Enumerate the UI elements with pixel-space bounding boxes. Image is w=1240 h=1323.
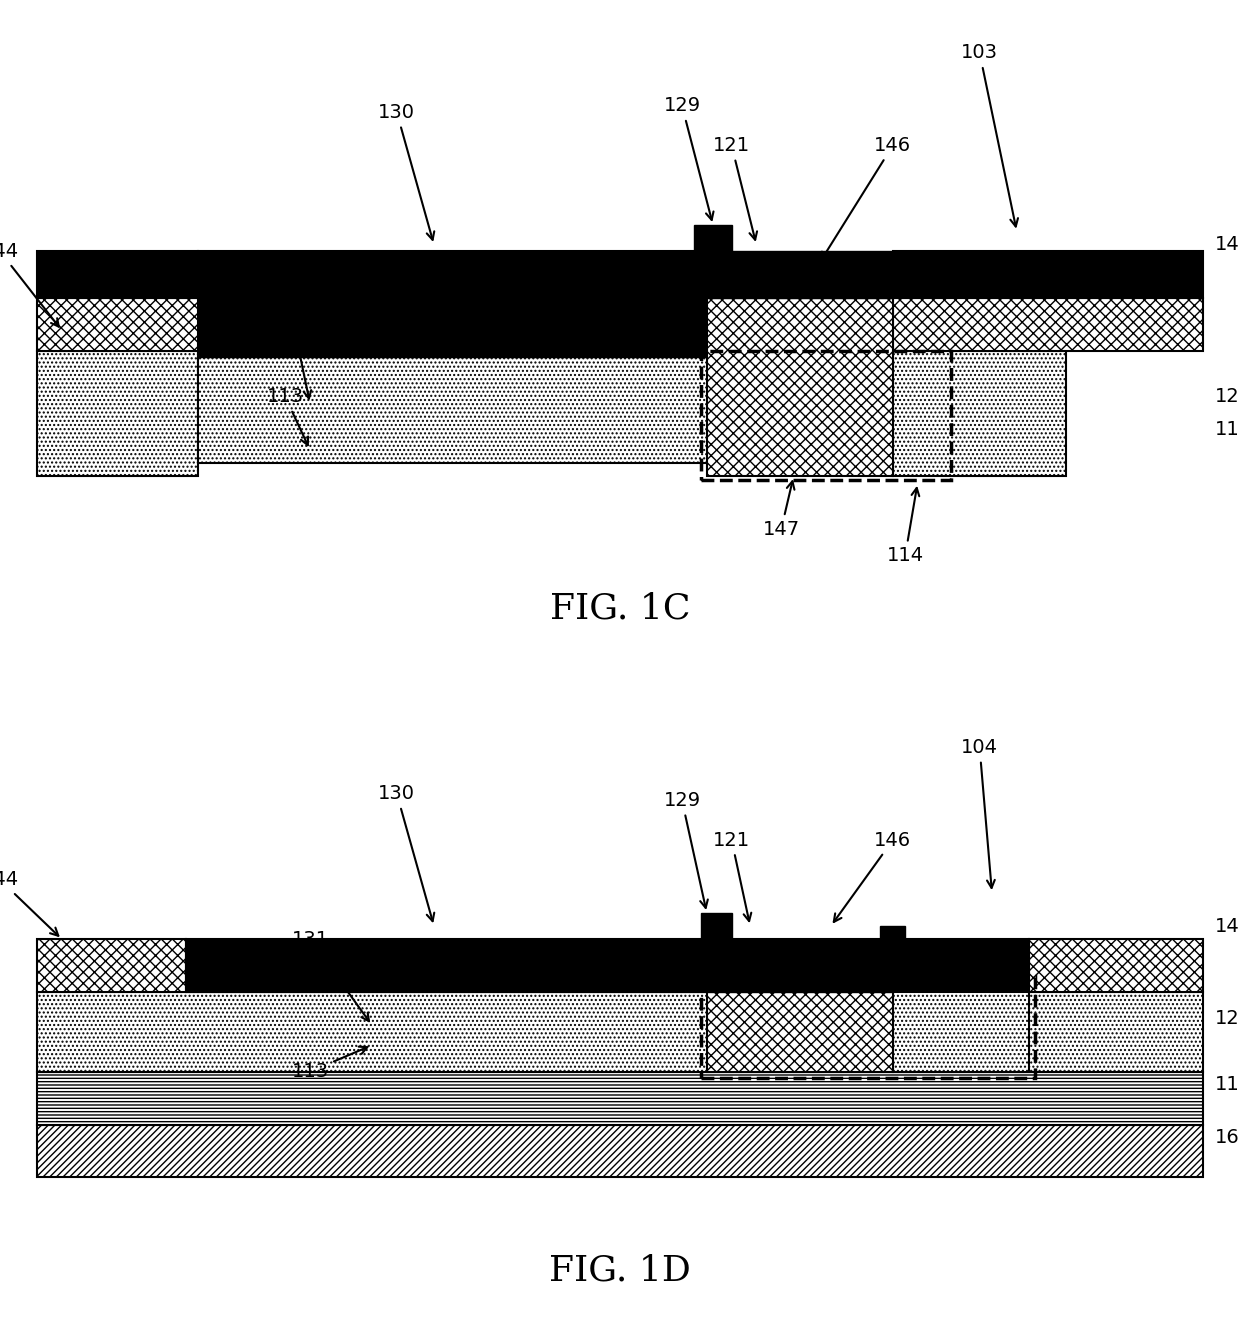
Text: 104: 104	[961, 738, 998, 888]
Bar	[1029, 939, 1203, 992]
Text: 131: 131	[291, 930, 370, 1021]
Bar	[198, 251, 719, 298]
Text: 130: 130	[378, 785, 434, 921]
Bar	[893, 298, 1203, 351]
Text: 121: 121	[713, 136, 758, 239]
Text: 145: 145	[1215, 917, 1240, 935]
Bar	[880, 926, 905, 939]
Bar	[186, 939, 1029, 992]
Text: 146: 146	[833, 831, 911, 922]
Text: 113: 113	[267, 388, 308, 446]
Bar	[893, 992, 1029, 1072]
Bar	[37, 992, 1203, 1072]
Text: 162: 162	[1215, 1129, 1240, 1147]
Text: 120: 120	[1215, 388, 1240, 406]
Text: 113: 113	[291, 1046, 367, 1081]
Text: 121: 121	[713, 831, 751, 921]
Text: 147: 147	[800, 1004, 837, 1054]
Text: 114: 114	[887, 488, 924, 565]
Text: 129: 129	[663, 97, 713, 220]
Bar	[198, 357, 719, 463]
Bar	[694, 225, 732, 251]
Text: 112: 112	[1215, 421, 1240, 439]
Bar	[37, 251, 198, 298]
Bar	[707, 939, 893, 992]
Bar	[37, 1125, 1203, 1177]
Text: FIG. 1D: FIG. 1D	[549, 1253, 691, 1287]
Bar	[893, 251, 1203, 298]
Text: 130: 130	[378, 103, 434, 239]
Bar	[37, 939, 186, 992]
Text: 129: 129	[663, 791, 708, 908]
Bar	[37, 351, 198, 476]
Bar	[701, 351, 951, 479]
Text: 147: 147	[763, 482, 800, 538]
Text: 120: 120	[1215, 1009, 1240, 1028]
Bar	[37, 1072, 1203, 1125]
Text: 131: 131	[267, 275, 311, 398]
Bar	[701, 913, 732, 939]
Text: FIG. 1C: FIG. 1C	[549, 591, 691, 626]
Bar	[707, 251, 893, 298]
Text: 144: 144	[0, 242, 58, 327]
Text: 112: 112	[1215, 1076, 1240, 1094]
Bar	[707, 298, 893, 476]
Text: 145: 145	[1215, 235, 1240, 254]
Text: 103: 103	[961, 44, 1018, 226]
Bar	[701, 976, 1035, 1078]
Bar	[186, 982, 707, 992]
Text: 144: 144	[0, 871, 58, 935]
Bar	[198, 298, 719, 357]
Bar	[707, 966, 893, 1072]
Bar	[37, 298, 198, 351]
Bar	[893, 351, 1066, 476]
Text: 146: 146	[821, 136, 911, 261]
